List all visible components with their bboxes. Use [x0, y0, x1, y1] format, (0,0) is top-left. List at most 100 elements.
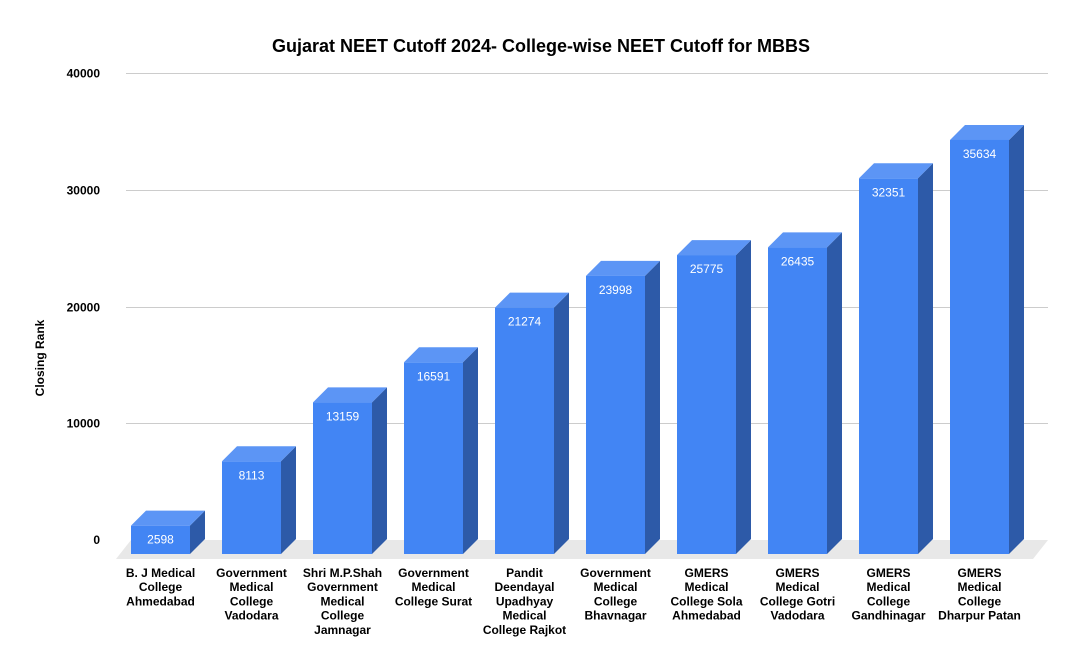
data-label: 32351 — [872, 185, 906, 199]
data-label: 2598 — [147, 533, 174, 547]
x-tick-label-line: College Surat — [395, 594, 472, 608]
bar-group: 35634 — [950, 124, 1024, 554]
bar-group: 23998 — [586, 260, 660, 554]
x-tick-label-line: College — [958, 594, 1002, 608]
bar-side — [827, 232, 842, 554]
bar-side — [463, 347, 478, 554]
bar-group: 13159 — [313, 387, 387, 554]
x-tick-label-line: Medical — [775, 580, 819, 594]
bar — [586, 275, 645, 554]
bar — [859, 178, 918, 555]
data-label: 26435 — [781, 254, 815, 268]
x-tick-label-line: Medical — [866, 580, 910, 594]
x-tick-label-line: Ahmedabad — [126, 594, 195, 608]
bar-top — [131, 510, 205, 526]
bar-top — [495, 292, 569, 308]
x-tick-label-line: Vadodara — [770, 609, 824, 623]
data-label: 16591 — [417, 369, 451, 383]
x-tick-label-line: College — [230, 594, 274, 608]
x-tick-label: Pandit Deendayal Upadhyay Medical College Ra… — [483, 566, 566, 637]
bar-top — [404, 347, 478, 363]
bar — [131, 525, 190, 554]
bars: 2598 8113 13159 16591 21274 23998 25775 26435 32… — [131, 124, 1024, 555]
x-tick-label-line: Deendayal — [494, 580, 554, 594]
data-label: 21274 — [508, 315, 542, 329]
bar-side — [736, 240, 751, 554]
data-label: 13159 — [326, 409, 360, 423]
y-tick-label: 30000 — [67, 184, 101, 198]
bar-group: 26435 — [768, 232, 842, 554]
bar — [222, 461, 281, 554]
x-tick-label-line: Medical — [593, 580, 637, 594]
x-tick-label-line: GMERS — [957, 566, 1001, 580]
data-label: 23998 — [599, 283, 633, 297]
y-tick-label: 20000 — [67, 301, 101, 315]
y-axis-ticks: 0 10000 20000 30000 40000 — [67, 67, 101, 548]
bar-group: 8113 — [222, 446, 296, 554]
bar-top — [677, 240, 751, 256]
data-label: 25775 — [690, 262, 724, 276]
bar-top — [950, 124, 1024, 140]
bar-top — [313, 387, 387, 403]
x-tick-label-line: Medical — [957, 580, 1001, 594]
y-tick-label: 10000 — [67, 417, 101, 431]
data-label: 8113 — [239, 468, 265, 482]
y-tick-label: 40000 — [67, 67, 101, 81]
bar — [313, 402, 372, 554]
bar-group: 2598 — [131, 510, 205, 554]
x-tick-label-line: Government — [580, 566, 651, 580]
x-tick-label-line: College Rajkot — [483, 623, 566, 637]
data-label: 35634 — [963, 147, 997, 161]
x-tick-label-line: Medical — [502, 609, 546, 623]
x-tick-label-line: College — [321, 609, 365, 623]
x-tick-label-line: Government — [216, 566, 287, 580]
x-tick-label-line: College — [867, 594, 911, 608]
y-tick-label: 0 — [93, 533, 100, 547]
x-tick-label-line: Dharpur Patan — [938, 609, 1021, 623]
x-tick-label-line: Shri M.P.Shah — [303, 566, 382, 580]
y-axis-label: Closing Rank — [33, 319, 47, 396]
bar — [950, 139, 1009, 554]
x-tick-label: Government Medical College Vadodara — [216, 566, 287, 623]
x-tick-label: Government Medical College Surat — [395, 566, 472, 608]
x-tick-label: GMERS Medical College Gandhinagar — [851, 566, 925, 623]
x-tick-label-line: Upadhyay — [496, 594, 554, 608]
x-tick-label-line: Medical — [684, 580, 728, 594]
x-tick-label-line: College — [594, 594, 638, 608]
x-tick-label-line: Jamnagar — [314, 623, 371, 637]
x-tick-label: Government Medical College Bhavnagar — [580, 566, 651, 623]
x-tick-label-line: GMERS — [866, 566, 910, 580]
x-tick-label-line: College Gotri — [760, 594, 835, 608]
x-tick-label: B. J Medical College Ahmedabad — [126, 566, 195, 608]
bar — [768, 247, 827, 554]
x-tick-label: GMERS Medical College Gotri Vadodara — [760, 566, 835, 623]
x-tick-label-line: Government — [307, 580, 378, 594]
x-tick-label: GMERS Medical College Dharpur Patan — [938, 566, 1021, 623]
bar-side — [281, 446, 296, 554]
bar-side — [645, 260, 660, 554]
bar-side — [190, 510, 205, 554]
x-tick-label-line: B. J Medical — [126, 566, 195, 580]
x-tick-label-line: Ahmedabad — [672, 609, 741, 623]
bar-group: 16591 — [404, 347, 478, 554]
x-tick-label-line: Bhavnagar — [584, 609, 646, 623]
x-tick-label-line: GMERS — [775, 566, 819, 580]
x-tick-label-line: Pandit — [506, 566, 543, 580]
bar-side — [1009, 124, 1024, 554]
x-tick-label-line: College Sola — [670, 594, 742, 608]
x-tick-label-line: GMERS — [684, 566, 728, 580]
bar — [677, 255, 736, 554]
bar-side — [554, 292, 569, 554]
bar-group: 32351 — [859, 163, 933, 555]
x-tick-label-line: Government — [398, 566, 469, 580]
x-tick-label-line: Medical — [229, 580, 273, 594]
bar-top — [222, 446, 296, 462]
x-tick-label-line: Medical — [320, 594, 364, 608]
bar-group: 25775 — [677, 240, 751, 554]
chart-title: Gujarat NEET Cutoff 2024- College-wise N… — [272, 36, 810, 56]
bar-group: 21274 — [495, 292, 569, 554]
x-tick-label-line: Gandhinagar — [851, 609, 925, 623]
